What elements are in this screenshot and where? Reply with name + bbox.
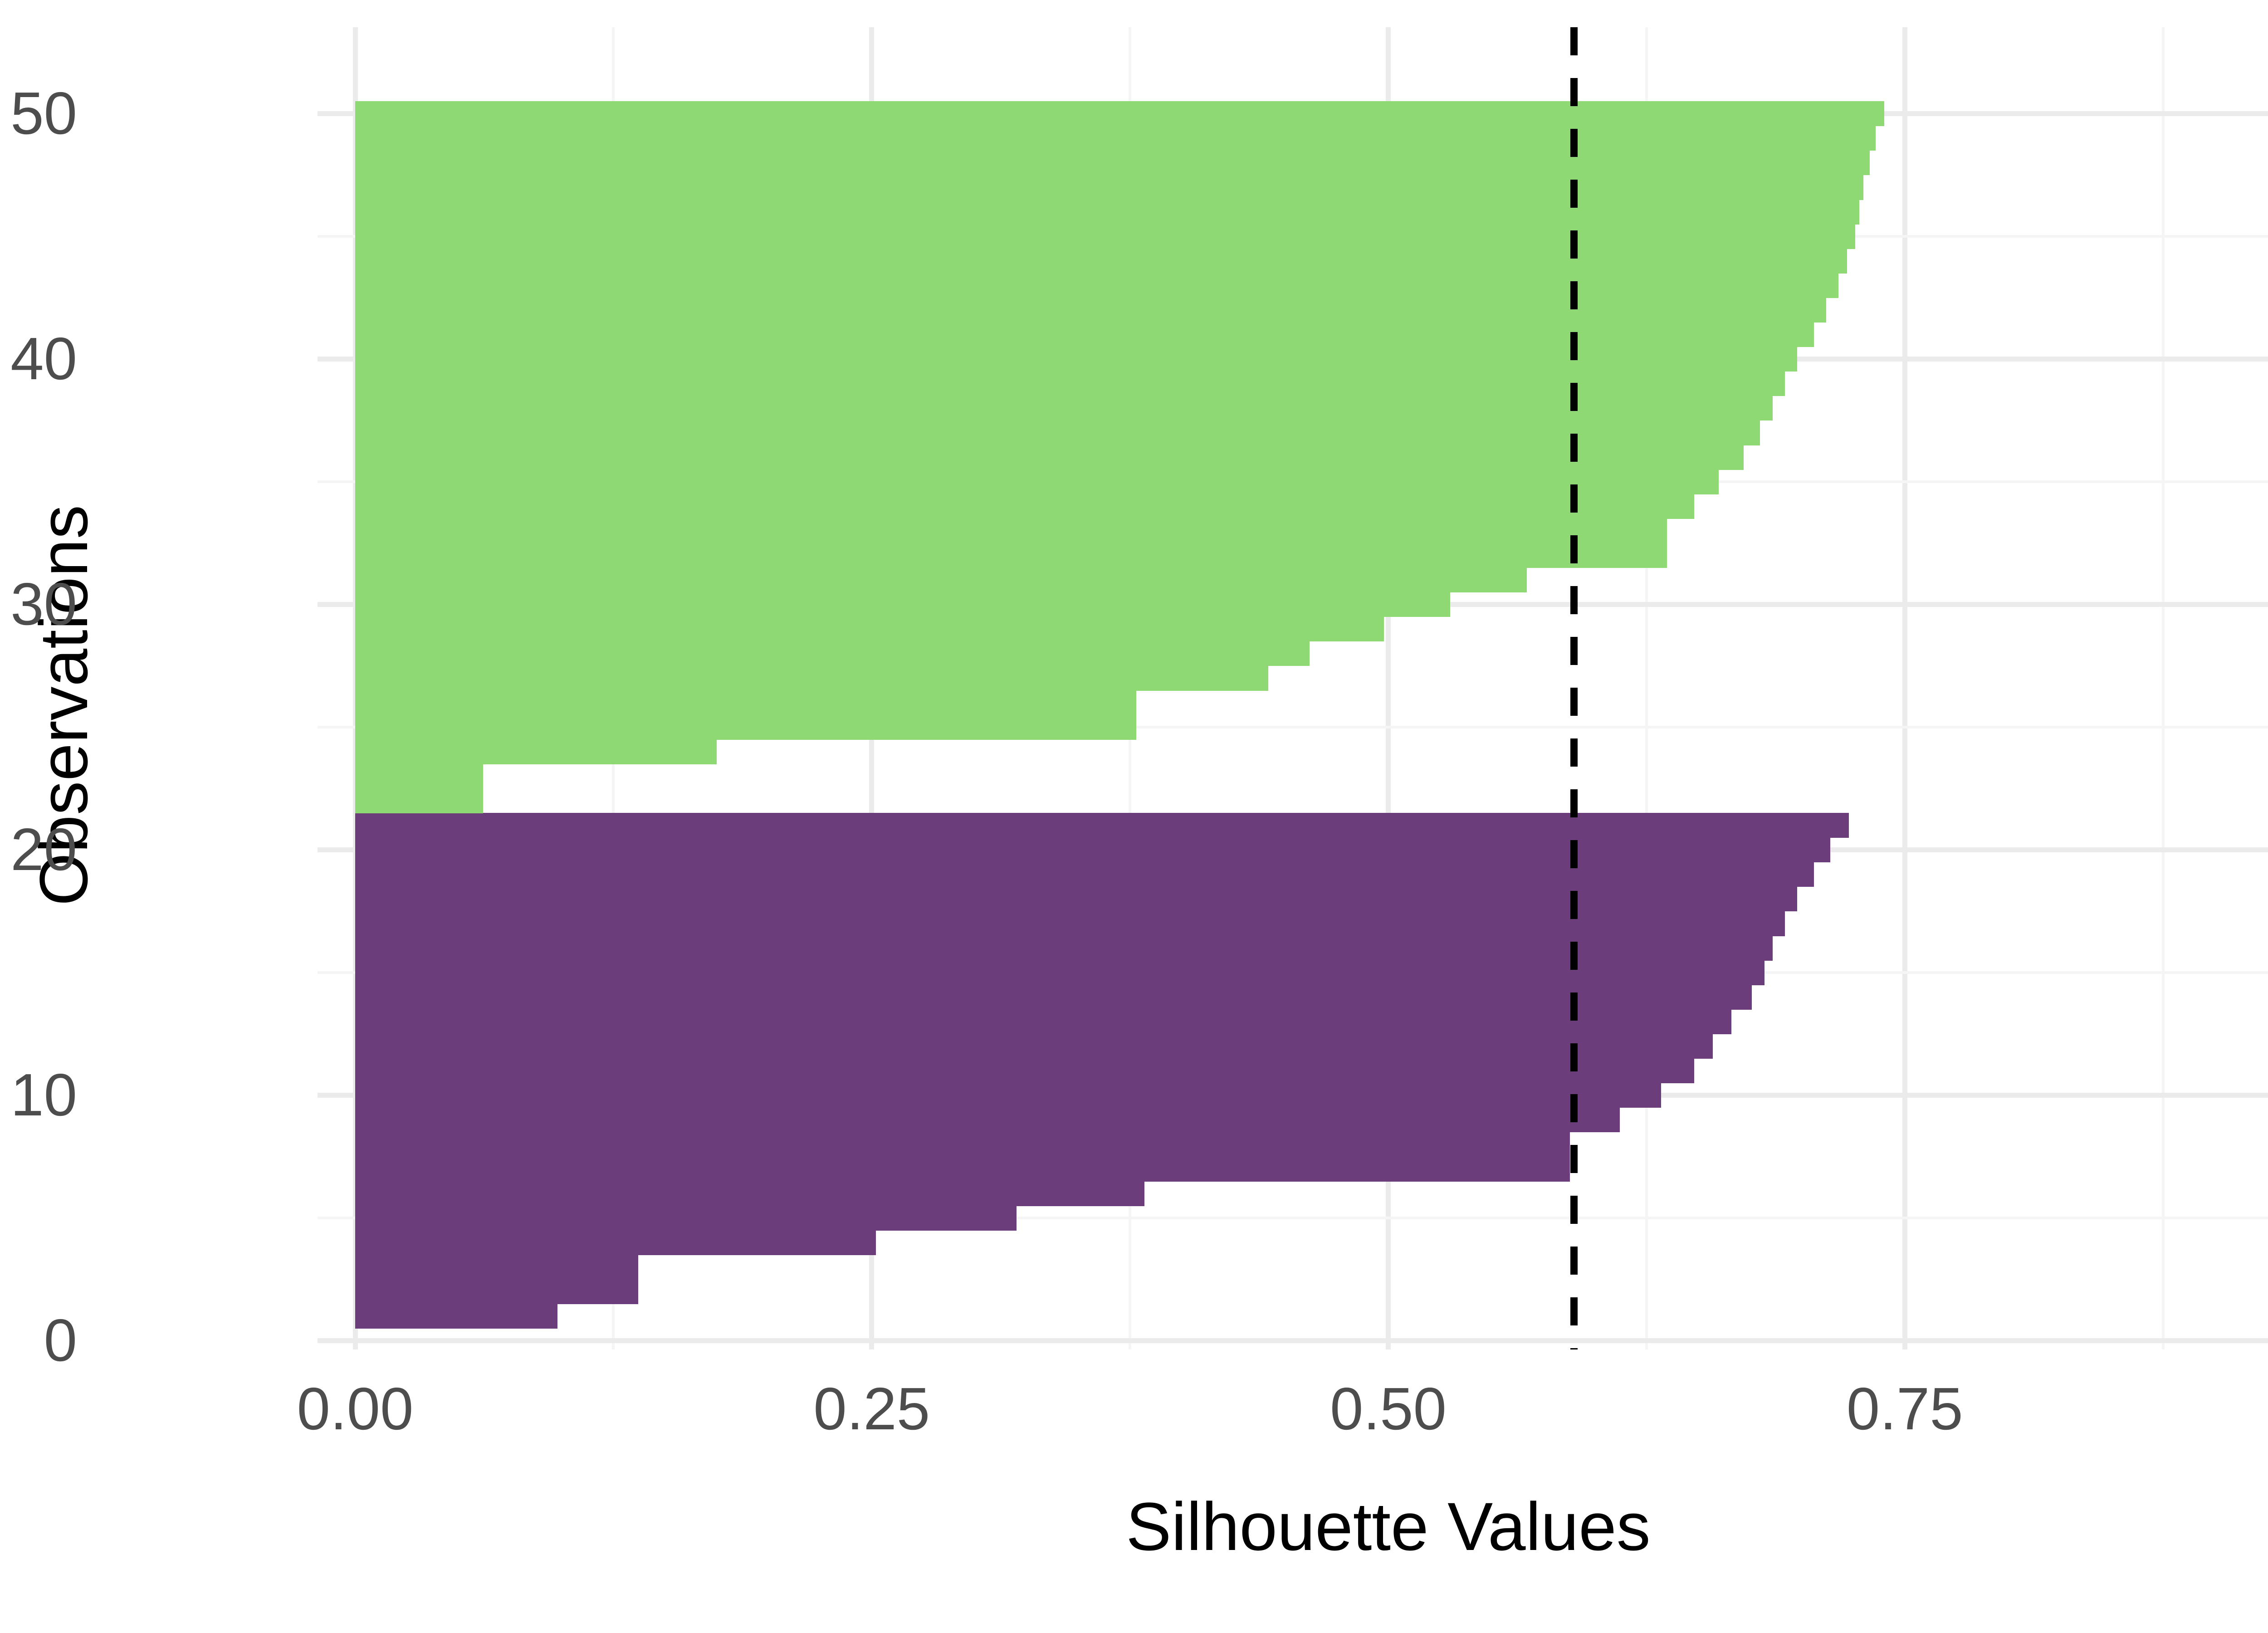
y-minor-gridline xyxy=(318,1216,2268,1219)
y-axis-tick-label: 50 xyxy=(10,80,77,147)
silhouette-bar xyxy=(355,248,1847,274)
y-axis-tick-label: 0 xyxy=(44,1307,77,1374)
silhouette-bar xyxy=(355,1058,1694,1084)
silhouette-bar xyxy=(355,739,717,764)
silhouette-bar xyxy=(355,420,1760,445)
silhouette-bar xyxy=(355,371,1785,396)
silhouette-bar xyxy=(355,984,1752,1010)
silhouette-bar xyxy=(355,1279,639,1305)
silhouette-bar xyxy=(355,911,1785,936)
silhouette-bar xyxy=(355,788,484,814)
silhouette-bar xyxy=(355,812,1849,838)
silhouette-bar xyxy=(355,886,1798,912)
silhouette-bar xyxy=(355,273,1839,298)
x-axis-tick-label: 0.50 xyxy=(1330,1375,1447,1442)
silhouette-bar xyxy=(355,616,1384,642)
x-axis-title: Silhouette Values xyxy=(1126,1488,1651,1565)
silhouette-bar xyxy=(355,1303,558,1329)
silhouette-bar xyxy=(355,641,1310,666)
silhouette-bar xyxy=(355,960,1765,985)
silhouette-bar xyxy=(355,1156,1570,1182)
silhouette-bar xyxy=(355,1082,1661,1108)
silhouette-bar xyxy=(355,935,1773,961)
silhouette-bar xyxy=(355,175,1864,200)
silhouette-bar xyxy=(355,518,1667,543)
x-minor-gridline xyxy=(2161,27,2165,1349)
silhouette-bar xyxy=(355,150,1870,176)
silhouette-bar xyxy=(355,297,1827,323)
silhouette-bar xyxy=(355,1107,1620,1133)
y-axis-tick-label: 40 xyxy=(10,325,77,392)
x-axis-tick-label: 0.75 xyxy=(1846,1375,1963,1442)
silhouette-bar xyxy=(355,543,1667,568)
silhouette-bar xyxy=(355,837,1831,863)
y-axis-title: Observations xyxy=(25,505,102,906)
silhouette-bar xyxy=(355,199,1860,225)
silhouette-bar xyxy=(355,396,1773,421)
silhouette-bar xyxy=(355,469,1719,494)
x-axis-tick-label: 0.25 xyxy=(813,1375,930,1442)
silhouette-bar xyxy=(355,1132,1570,1157)
silhouette-bar xyxy=(355,592,1451,617)
silhouette-bar xyxy=(355,665,1269,691)
silhouette-bar xyxy=(355,126,1876,151)
silhouette-bar xyxy=(355,1009,1731,1034)
silhouette-bar xyxy=(355,101,1884,127)
silhouette-bar xyxy=(355,224,1855,249)
silhouette-bar xyxy=(355,445,1744,470)
x-major-gridline xyxy=(1386,27,1391,1349)
silhouette-bar xyxy=(355,1205,1017,1231)
y-axis-tick-label: 30 xyxy=(10,571,77,637)
silhouette-bar xyxy=(355,494,1694,519)
x-major-gridline xyxy=(1902,27,1907,1349)
silhouette-bar xyxy=(355,322,1814,347)
silhouette-bar xyxy=(355,763,484,789)
silhouette-bar xyxy=(355,690,1136,715)
y-axis-tick-label: 10 xyxy=(10,1061,77,1128)
plot-panel xyxy=(318,27,2268,1349)
silhouette-bar xyxy=(355,862,1814,887)
y-minor-gridline xyxy=(318,725,2268,728)
silhouette-bar xyxy=(355,1033,1713,1059)
silhouette-bar xyxy=(355,1230,876,1255)
silhouette-bar xyxy=(355,346,1798,372)
y-major-gridline xyxy=(318,1338,2268,1343)
average-silhouette-line xyxy=(1570,27,1578,1349)
silhouette-bar xyxy=(355,1181,1144,1206)
x-axis-tick-label: 0.00 xyxy=(297,1375,414,1442)
silhouette-bar xyxy=(355,714,1136,740)
x-minor-gridline xyxy=(1645,27,1648,1349)
y-axis-tick-label: 20 xyxy=(10,816,77,883)
silhouette-bar xyxy=(355,1254,639,1280)
silhouette-bar xyxy=(355,567,1527,593)
